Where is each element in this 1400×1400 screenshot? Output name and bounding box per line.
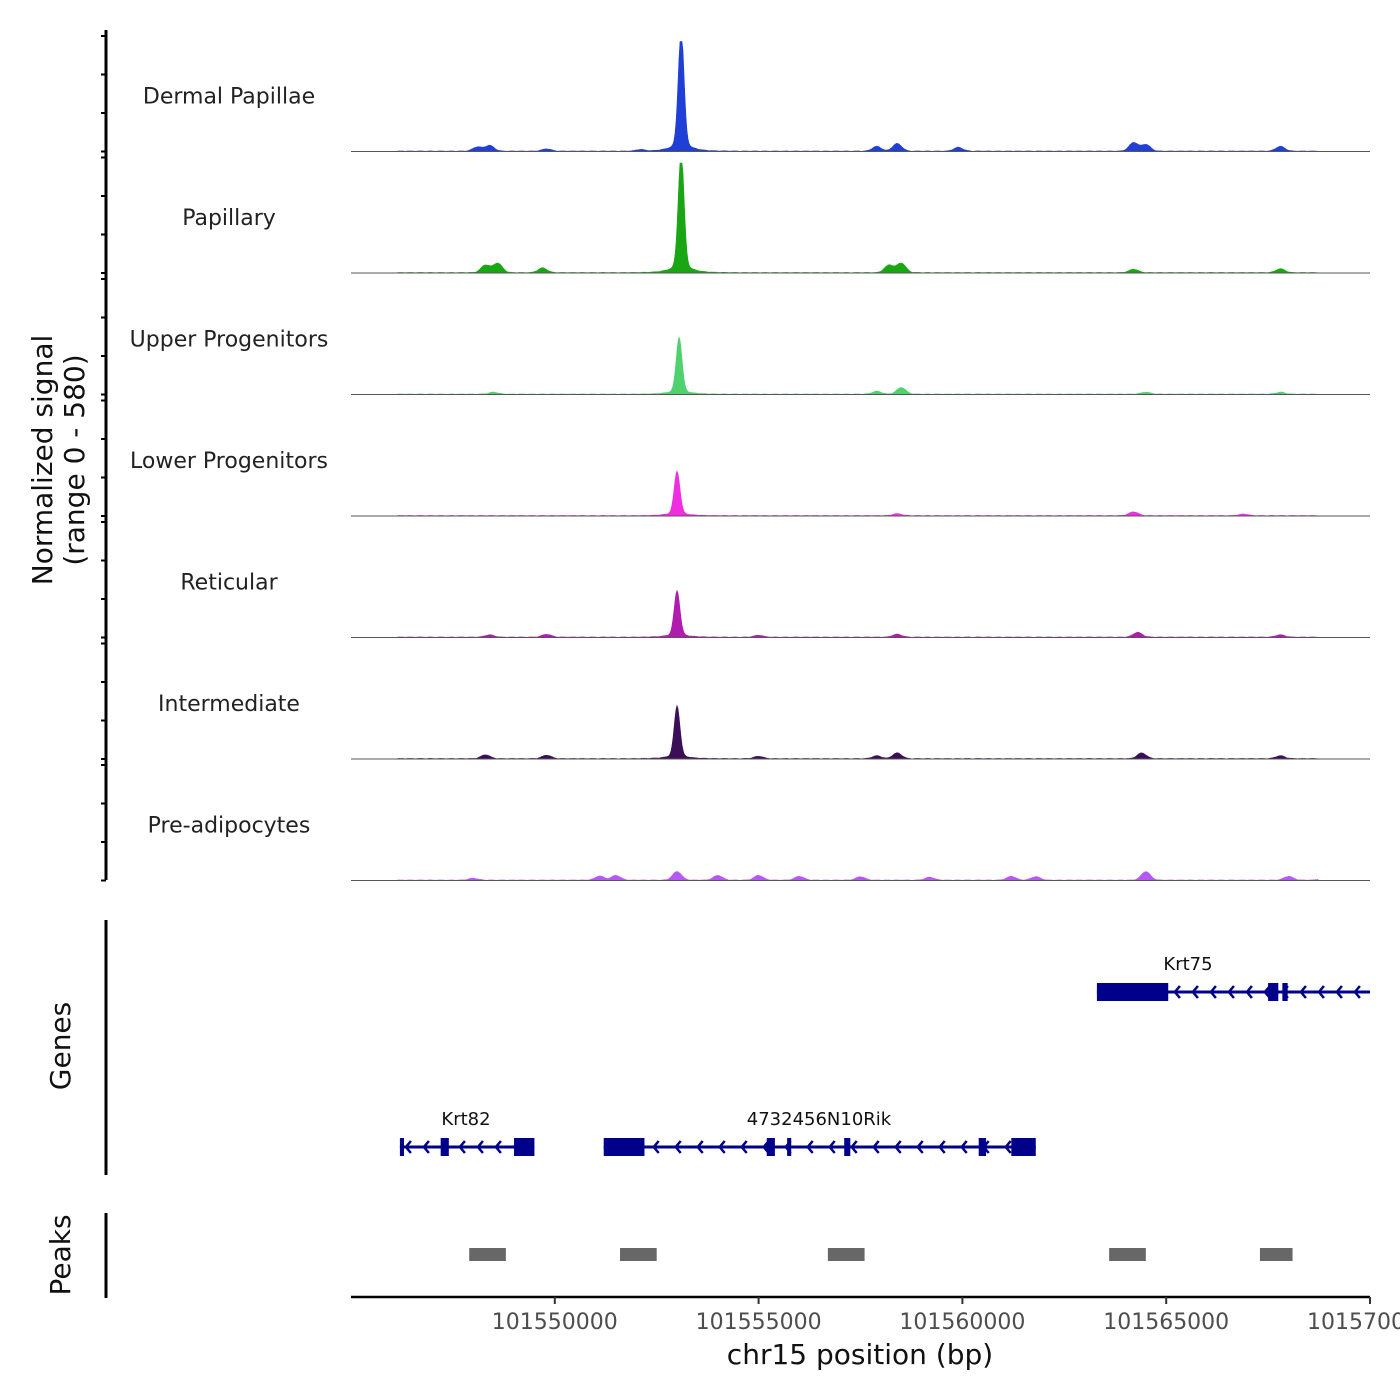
peaks-track-title: Peaks xyxy=(44,1214,77,1295)
strand-arrow xyxy=(494,1140,502,1154)
signal-area xyxy=(397,871,1319,881)
gene-exon xyxy=(1011,1138,1036,1156)
gene-exon xyxy=(603,1138,645,1156)
gene-label: Krt82 xyxy=(441,1109,490,1130)
track-label: Papillary xyxy=(182,206,276,231)
strand-arrow xyxy=(806,1140,814,1154)
coverage-track: Lower Progenitors xyxy=(130,449,1370,517)
strand-arrow xyxy=(1173,985,1181,999)
x-tick-label: 101570000 xyxy=(1307,1310,1400,1335)
strand-arrow xyxy=(740,1140,748,1154)
signal-area xyxy=(397,162,1319,274)
track-label: Upper Progenitors xyxy=(130,328,329,353)
signal-area xyxy=(397,41,1319,152)
track-label: Reticular xyxy=(180,571,278,596)
strand-arrow xyxy=(652,1140,660,1154)
gene-exon xyxy=(978,1138,987,1156)
track-label: Intermediate xyxy=(158,692,300,717)
track-label: Pre-adipocytes xyxy=(148,814,311,839)
strand-arrow xyxy=(1209,985,1217,999)
strand-arrow xyxy=(894,1140,902,1154)
x-axis-ticks: 101550000 101555000 101560000 101565000 1015… xyxy=(492,1297,1400,1335)
strand-arrow xyxy=(1317,985,1325,999)
strand-arrow xyxy=(476,1140,484,1154)
coverage-track: Upper Progenitors xyxy=(130,328,1370,395)
strand-arrow xyxy=(422,1140,430,1154)
gene-exon xyxy=(844,1138,851,1156)
signal-axis-title: Normalized signal (range 0 - 580) xyxy=(26,335,91,586)
x-tick-label: 101560000 xyxy=(899,1310,1025,1335)
strand-arrow xyxy=(1299,985,1307,999)
gene-exon xyxy=(787,1138,792,1156)
coverage-track: Reticular xyxy=(180,571,1370,638)
strand-arrow xyxy=(674,1140,682,1154)
peak-region xyxy=(1109,1248,1146,1261)
strand-arrow xyxy=(1004,1140,1012,1154)
track-label: Dermal Papillae xyxy=(143,85,315,110)
coverage-track: Pre-adipocytes xyxy=(148,814,1370,881)
signal-area xyxy=(397,336,1319,395)
gene-annotation-track: Krt75 Krt82 4732456N10Rik xyxy=(399,954,1370,1156)
strand-arrow xyxy=(1335,985,1343,999)
strand-arrow xyxy=(458,1140,466,1154)
gene-exon xyxy=(766,1138,775,1156)
gene-model: Krt75 xyxy=(1096,954,1370,1001)
track-label: Lower Progenitors xyxy=(130,449,328,474)
strand-arrow xyxy=(404,1140,412,1154)
signal-axis-title-line1: Normalized signal xyxy=(26,335,59,586)
strand-arrow xyxy=(960,1140,968,1154)
x-tick-label: 101555000 xyxy=(696,1310,822,1335)
coverage-track: Intermediate xyxy=(158,692,1370,760)
gene-exon xyxy=(1282,983,1288,1001)
gene-model: Krt82 xyxy=(399,1109,535,1156)
gene-label: 4732456N10Rik xyxy=(747,1109,892,1130)
peak-region xyxy=(620,1248,657,1261)
coverage-tracks: Dermal Papillae Papillary Upper Progenitor… xyxy=(130,41,1370,881)
strand-arrow xyxy=(1353,985,1361,999)
strand-arrow xyxy=(1245,985,1253,999)
strand-arrow xyxy=(718,1140,726,1154)
strand-arrow xyxy=(850,1140,858,1154)
signal-area xyxy=(397,589,1319,638)
x-tick-label: 101550000 xyxy=(492,1310,618,1335)
x-tick-label: 101565000 xyxy=(1103,1310,1229,1335)
x-axis-title: chr15 position (bp) xyxy=(727,1338,993,1371)
gene-exon xyxy=(514,1138,535,1156)
peak-region xyxy=(1259,1248,1293,1261)
signal-track-ticks xyxy=(101,35,106,882)
strand-arrow xyxy=(916,1140,924,1154)
strand-arrow xyxy=(1191,985,1199,999)
strand-arrow xyxy=(696,1140,704,1154)
genes-track-title: Genes xyxy=(44,1002,77,1090)
peak-region xyxy=(827,1248,865,1261)
gene-model: 4732456N10Rik xyxy=(603,1109,1036,1156)
strand-arrow xyxy=(938,1140,946,1154)
coverage-track: Papillary xyxy=(182,162,1370,274)
signal-area xyxy=(397,470,1319,517)
coverage-track: Dermal Papillae xyxy=(143,41,1370,152)
gene-exon xyxy=(440,1138,449,1156)
strand-arrow xyxy=(1227,985,1235,999)
strand-arrow xyxy=(828,1140,836,1154)
gene-exon xyxy=(399,1138,404,1156)
strand-arrow xyxy=(872,1140,880,1154)
gene-exon xyxy=(1096,983,1169,1001)
signal-area xyxy=(397,704,1319,760)
signal-axis-title-line2: (range 0 - 580) xyxy=(58,354,91,565)
peak-region-track xyxy=(469,1248,1293,1261)
gene-exon xyxy=(1268,983,1279,1001)
peak-region xyxy=(469,1248,506,1261)
gene-label: Krt75 xyxy=(1163,954,1212,975)
